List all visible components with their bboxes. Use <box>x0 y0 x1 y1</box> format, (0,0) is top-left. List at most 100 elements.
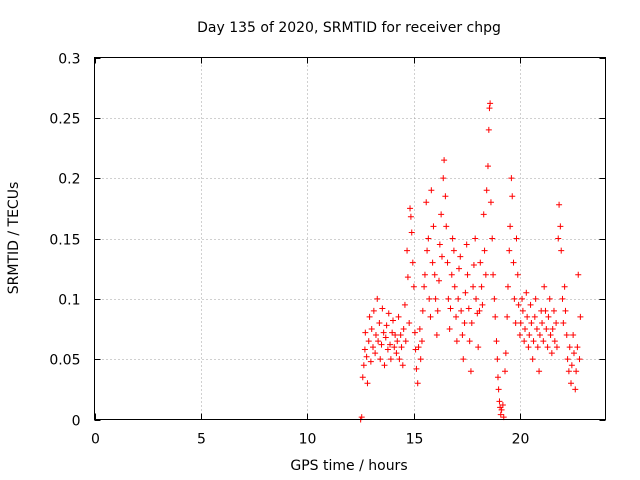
data-point <box>375 338 382 345</box>
y-axis-label: SRMTID / TECUs <box>6 182 22 295</box>
data-point <box>409 259 416 266</box>
x-tick-label: 20 <box>512 432 530 448</box>
data-point <box>424 247 431 254</box>
data-point <box>465 305 472 312</box>
data-point <box>359 374 366 381</box>
data-point <box>451 283 458 290</box>
data-point <box>527 301 534 308</box>
y-tick-label: 0.3 <box>58 52 80 68</box>
y-tick-label: 0.05 <box>49 353 80 369</box>
x-tick-label: 5 <box>197 432 206 448</box>
data-point <box>428 187 435 194</box>
data-point <box>526 332 533 339</box>
data-point <box>433 332 440 339</box>
data-point <box>453 313 460 320</box>
data-point <box>372 332 379 339</box>
data-point <box>377 356 384 363</box>
data-point <box>494 356 501 363</box>
data-point <box>524 313 531 320</box>
data-point <box>399 362 406 369</box>
data-point <box>368 326 375 332</box>
data-point <box>506 247 513 254</box>
data-point <box>459 332 466 339</box>
x-tick-label: 0 <box>91 432 100 448</box>
data-point <box>436 241 443 248</box>
data-point <box>556 201 563 208</box>
data-point <box>565 368 572 375</box>
data-point <box>544 344 551 351</box>
data-point <box>457 253 464 260</box>
data-point <box>379 305 386 312</box>
data-point <box>572 386 579 393</box>
data-point <box>446 326 453 332</box>
data-point <box>360 362 367 369</box>
data-point <box>404 274 411 281</box>
data-point <box>392 332 399 339</box>
x-tick-label: 15 <box>406 432 424 448</box>
data-point <box>577 313 584 320</box>
data-point <box>561 283 568 290</box>
data-point <box>387 341 394 348</box>
data-point <box>414 380 421 387</box>
data-point <box>425 235 432 242</box>
data-point <box>516 332 523 339</box>
data-point <box>448 271 455 278</box>
data-point <box>407 205 414 212</box>
data-point <box>398 344 405 351</box>
data-point <box>568 380 575 387</box>
data-point <box>466 338 473 345</box>
data-point <box>390 317 397 324</box>
data-point <box>546 295 553 302</box>
data-point <box>449 235 456 242</box>
data-point <box>369 344 376 351</box>
data-point <box>478 283 485 290</box>
data-point <box>570 350 577 357</box>
data-point <box>404 247 411 254</box>
data-point <box>481 247 488 254</box>
data-point <box>426 295 433 302</box>
data-point <box>490 271 497 278</box>
data-point <box>361 346 368 353</box>
data-point <box>560 319 567 326</box>
data-point <box>384 346 391 353</box>
data-point <box>387 356 394 363</box>
data-point <box>498 406 505 413</box>
data-point <box>450 247 457 254</box>
data-point <box>464 271 471 278</box>
plot-frame <box>94 57 606 420</box>
data-point <box>385 310 392 317</box>
y-tick-label: 0 <box>72 414 81 430</box>
data-point <box>509 193 516 200</box>
data-point <box>430 223 437 230</box>
data-point <box>441 157 448 164</box>
data-point <box>416 326 423 332</box>
points <box>357 100 584 423</box>
data-point <box>502 350 509 357</box>
data-point <box>528 319 535 326</box>
data-point <box>415 344 422 351</box>
data-point <box>496 398 503 405</box>
data-point <box>499 402 506 409</box>
data-point <box>536 332 543 339</box>
data-point <box>504 313 511 320</box>
data-point <box>510 259 517 266</box>
data-point <box>570 332 577 339</box>
y-tick-labels: 0 0.05 0.1 0.15 0.2 0.25 0.3 <box>49 52 80 430</box>
data-point <box>480 211 487 218</box>
data-point <box>442 193 449 200</box>
data-point <box>378 341 385 348</box>
data-point <box>502 368 509 375</box>
data-point <box>549 326 556 332</box>
data-point <box>381 362 388 369</box>
data-point <box>460 356 467 363</box>
data-point <box>417 356 424 363</box>
data-point <box>362 329 369 336</box>
data-point <box>533 326 540 332</box>
data-point <box>482 271 489 278</box>
data-point <box>468 319 475 326</box>
data-point <box>508 175 515 182</box>
data-point <box>406 319 413 326</box>
data-point <box>401 301 408 308</box>
y-tick-label: 0.2 <box>58 172 80 188</box>
